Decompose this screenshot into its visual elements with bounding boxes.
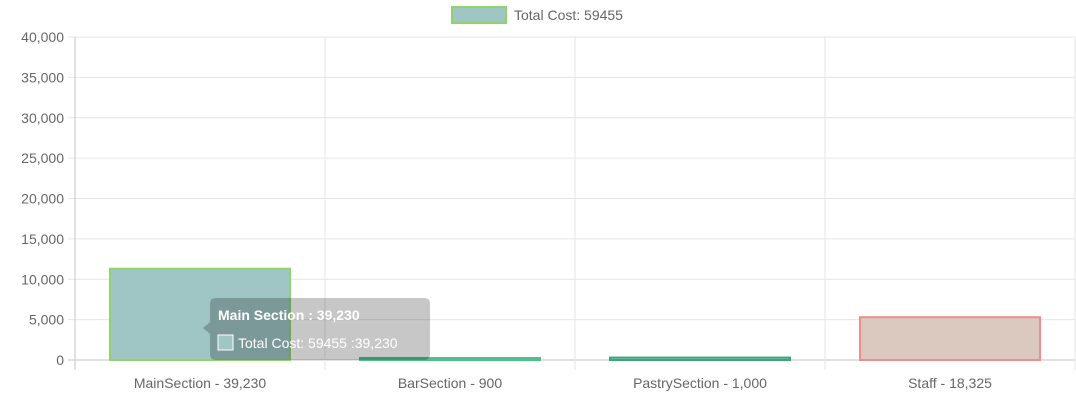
y-tick-label: 10,000 [21, 271, 64, 287]
y-tick-label: 30,000 [21, 110, 64, 126]
legend-label[interactable]: Total Cost: 59455 [514, 7, 623, 23]
y-tick-label: 40,000 [21, 29, 64, 45]
y-tick-label: 35,000 [21, 69, 64, 85]
x-tick-label: MainSection - 39,230 [134, 375, 267, 391]
y-tick-label: 20,000 [21, 191, 64, 207]
bar[interactable] [359, 356, 541, 362]
bar[interactable] [609, 356, 791, 362]
y-axis: 40,000 35,000 30,000 25,000 20,000 15,000 10,0… [21, 29, 64, 368]
bars [109, 267, 1041, 362]
x-tick-label: PastrySection - 1,000 [633, 375, 767, 391]
x-axis: MainSection - 39,230 BarSection - 900 Past… [134, 375, 992, 391]
bar[interactable] [109, 267, 291, 361]
x-tick-label: Staff - 18,325 [908, 375, 992, 391]
x-tick-label: BarSection - 900 [398, 375, 502, 391]
tooltip-swatch [217, 334, 234, 351]
y-tick-label: 25,000 [21, 150, 64, 166]
tooltip: Main Section : 39,230 Total Cost: 59455 … [203, 298, 430, 360]
y-tick-label: 15,000 [21, 231, 64, 247]
tooltip-title: Main Section : 39,230 [218, 307, 360, 323]
y-tick-label: 0 [56, 352, 64, 368]
grid [68, 36, 1076, 370]
legend[interactable]: Total Cost: 59455 [451, 6, 623, 24]
tooltip-box [203, 298, 430, 360]
bar[interactable] [859, 316, 1041, 362]
tooltip-body: Total Cost: 59455 :39,230 [238, 335, 398, 351]
legend-swatch[interactable] [451, 6, 507, 24]
y-tick-label: 5,000 [29, 312, 64, 328]
